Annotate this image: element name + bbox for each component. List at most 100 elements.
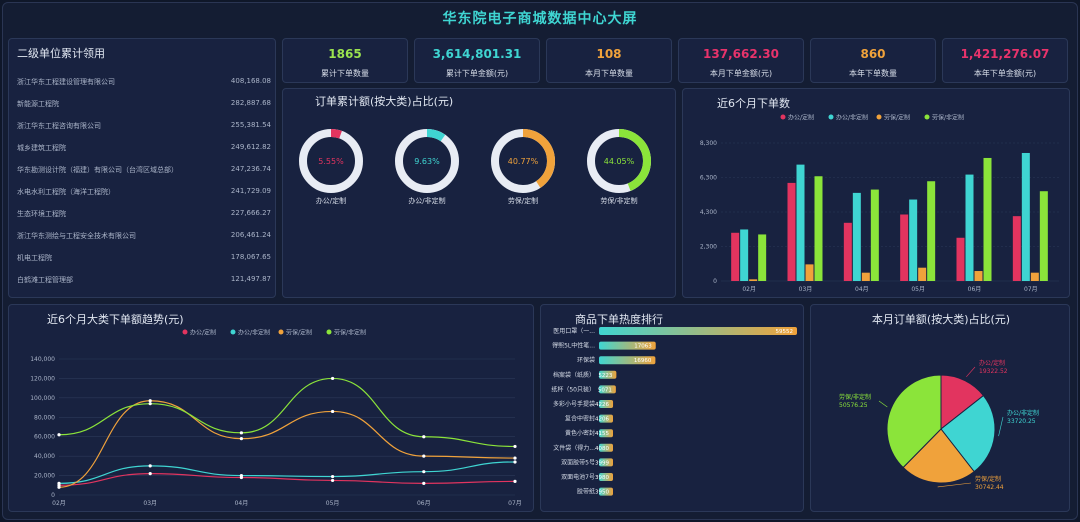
bar xyxy=(900,214,909,281)
line-point xyxy=(331,409,335,414)
line-point xyxy=(513,460,517,464)
rank-category: 双面电池7号 xyxy=(561,473,595,481)
donut-name: 劳保/定制 xyxy=(508,196,538,205)
line-point xyxy=(513,444,517,449)
bar xyxy=(852,192,861,281)
bar xyxy=(870,189,879,281)
hot-panel: 商品下单热度排行 医用口罩（一... 59552 得熙5L中性笔... 17063 环保… xyxy=(540,304,804,512)
donut-arc xyxy=(395,129,459,193)
donut-arc xyxy=(587,129,651,193)
line-point xyxy=(331,478,335,483)
line-point xyxy=(422,481,426,485)
rank-name: 生态环境工程院 xyxy=(17,210,66,218)
y-tick: 4,300 xyxy=(700,209,717,216)
kpi-value: 1865 xyxy=(328,47,362,61)
kpi-value: 1,421,276.07 xyxy=(960,47,1050,61)
line-point xyxy=(148,472,152,476)
series-line xyxy=(58,473,516,486)
rank-panel: 二级单位累计领用 浙江华东工程建设管理有限公司 408,168.08 新能源工程院 2… xyxy=(8,38,276,298)
line-point xyxy=(422,435,426,439)
rank-bar-label: 4206 xyxy=(595,417,609,423)
rank-name: 浙江华东工程咨询有限公司 xyxy=(17,122,101,130)
rank-name: 浙江华东测绘与工程安全技术有限公司 xyxy=(17,232,136,240)
kpi-value: 137,662.30 xyxy=(703,47,779,61)
legend-label: 办公/定制 xyxy=(190,329,216,337)
pie-name: 劳保/非定制 xyxy=(839,393,871,401)
rank-value: 408,168.08 xyxy=(230,77,271,85)
rank-name: 白鹤滩工程管理部 xyxy=(17,276,73,284)
donut-percent: 5.55% xyxy=(318,157,344,166)
legend-dot xyxy=(780,114,786,120)
rank-name: 新能源工程院 xyxy=(17,100,59,108)
rank-bar xyxy=(599,341,656,350)
rank-category: 得熙5L中性笔... xyxy=(552,342,595,350)
kpi-card: 860 本年下单数量 xyxy=(810,38,936,83)
rank-name: 水电水利工程院（海洋工程院） xyxy=(17,188,115,196)
pie-slice xyxy=(902,428,975,484)
x-tick: 06月 xyxy=(968,286,982,293)
line-point xyxy=(148,464,152,468)
bar xyxy=(1030,272,1039,281)
bar-chart: 办公/定制 办公/非定制 劳保/定制 劳保/非定制 0 2,300 4,300 6,300 8,… xyxy=(700,114,1059,293)
series-line xyxy=(58,377,516,448)
y-tick: 100,000 xyxy=(30,395,55,402)
rank-bar xyxy=(599,414,613,423)
pie-leader xyxy=(937,482,972,488)
rank-bar xyxy=(599,385,616,394)
pie-name: 办公/非定制 xyxy=(1007,409,1039,417)
x-tick: 04月 xyxy=(235,500,249,507)
x-tick: 03月 xyxy=(143,500,157,507)
rank-bar xyxy=(599,487,613,496)
rank-bar xyxy=(599,327,797,335)
rank-bar-label: 4080 xyxy=(595,446,609,452)
line-point xyxy=(148,399,152,403)
hot-rank-chart: 医用口罩（一... 59552 得熙5L中性笔... 17063 环保袋 16960 档案袋… xyxy=(551,327,797,496)
rank-value: 282,887.68 xyxy=(230,99,271,107)
legend-dot xyxy=(326,329,332,335)
rank-bar-label: 17063 xyxy=(634,344,652,350)
bar xyxy=(974,271,983,281)
y-tick: 6,300 xyxy=(700,175,717,182)
line-point xyxy=(513,456,517,460)
y-tick: 8,300 xyxy=(700,140,717,147)
legend-label: 劳保/定制 xyxy=(286,329,312,337)
kpi-card: 137,662.30 本月下单金额(元) xyxy=(678,38,804,83)
pie-value: 30742.44 xyxy=(975,484,1004,491)
kpi-card: 1865 累计下单数量 xyxy=(282,38,408,83)
kpi-value: 860 xyxy=(860,47,886,61)
y-tick: 80,000 xyxy=(34,414,55,421)
rank-category: 胶带纸 xyxy=(577,488,595,496)
legend-label: 办公/定制 xyxy=(788,114,814,122)
rank-bar xyxy=(599,458,613,467)
rank-name: 浙江华东工程建设管理有限公司 xyxy=(17,78,115,86)
y-tick: 2,300 xyxy=(700,244,717,251)
pie-leader xyxy=(966,366,976,378)
line-point xyxy=(239,437,243,441)
legend-dot xyxy=(924,114,930,120)
line-point xyxy=(331,376,335,381)
line-panel: 近6个月大类下单额趋势(元) 办公/定制 办公/非定制 劳保/定制 劳保/非定制 0 20… xyxy=(8,304,534,512)
x-tick: 07月 xyxy=(508,500,522,507)
pie-panel: 本月订单额(按大类)占比(元) 办公/定制 19322.52 办公/非定制 33720… xyxy=(810,304,1070,512)
bar xyxy=(749,279,758,281)
donut-percent: 40.77% xyxy=(508,157,539,166)
rank-category: 医用口罩（一... xyxy=(553,328,595,335)
line-point xyxy=(239,431,243,435)
legend-dot xyxy=(230,329,236,335)
rank-category: 多彩小号手提袋 xyxy=(553,400,595,408)
bar xyxy=(1012,216,1021,281)
rank-value: 249,612.82 xyxy=(230,143,271,151)
kpi-label: 本年下单金额(元) xyxy=(973,69,1037,78)
kpi-card: 108 本月下单数量 xyxy=(546,38,672,83)
line-point xyxy=(422,454,426,458)
rank-bar xyxy=(599,443,613,452)
rank-value: 227,666.27 xyxy=(230,209,271,217)
legend-dot xyxy=(876,114,882,120)
bar xyxy=(805,264,814,281)
rank-bar-label: 59552 xyxy=(776,329,794,335)
bar xyxy=(983,157,992,281)
pie-slice xyxy=(886,374,942,469)
rank-row: 新能源工程院 282,887.68 xyxy=(17,95,271,117)
bar xyxy=(843,222,852,281)
